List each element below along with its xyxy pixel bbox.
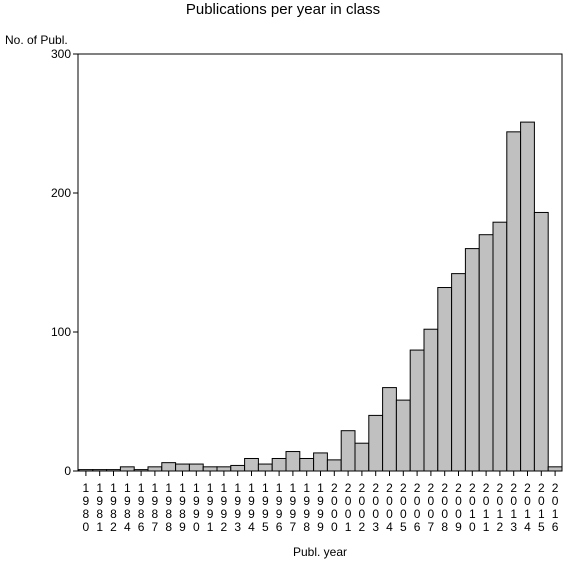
bar-2010: [464, 248, 480, 472]
bar-1992: [216, 466, 232, 472]
bar-2011: [478, 234, 494, 472]
bar-1987: [147, 466, 163, 472]
bar-2003: [368, 414, 384, 472]
bar-1982: [106, 469, 121, 472]
bar-1986: [133, 469, 149, 472]
bar-2001: [340, 430, 356, 472]
bar-1996: [271, 457, 287, 472]
bar-1995: [257, 463, 273, 472]
bar-2016: [547, 466, 563, 472]
bar-2015: [533, 211, 549, 472]
chart-title: Publications per year in class: [186, 1, 380, 18]
bar-2005: [395, 399, 411, 472]
bar-1989: [175, 463, 190, 472]
bar-1994: [244, 457, 259, 472]
y-axis: 0 100 200 300: [51, 47, 78, 478]
bar-2007: [423, 328, 439, 472]
bar-2012: [492, 221, 508, 472]
bar-2008: [437, 287, 453, 472]
bar-2000: [326, 459, 342, 472]
y-tick-label: 300: [51, 47, 71, 61]
bar-1981: [92, 469, 108, 472]
bar-1980: [78, 469, 94, 472]
bar-1993: [230, 464, 246, 472]
x-axis: 1 9 8 0 1 9 8 1 1 9 8 2 1 9 8 4 1 9 8 6 1 9 8 7 1 9 8 8 1 9 8 9 1 9 9 0 1 9 9 1…: [83, 471, 559, 534]
bar-2002: [354, 442, 370, 472]
bar-1998: [299, 457, 315, 472]
bar-1988: [161, 462, 177, 472]
bar-2009: [451, 273, 466, 472]
y-tick-label: 200: [51, 186, 71, 200]
bars-group: [78, 121, 563, 472]
bar-1997: [285, 451, 301, 472]
bar-2006: [409, 349, 425, 472]
bar-2004: [382, 387, 397, 472]
y-tick-label: 0: [64, 464, 71, 478]
bar-1984: [119, 466, 135, 472]
bar-1990: [188, 463, 204, 472]
y-tick-label: 100: [51, 325, 71, 339]
x-axis-label: Publ. year: [293, 545, 347, 559]
bar-2014: [520, 121, 535, 472]
bar-2013: [506, 131, 522, 472]
bar-1991: [202, 466, 218, 472]
y-axis-label: No. of Publ.: [5, 33, 68, 47]
bar-1999: [313, 452, 328, 472]
